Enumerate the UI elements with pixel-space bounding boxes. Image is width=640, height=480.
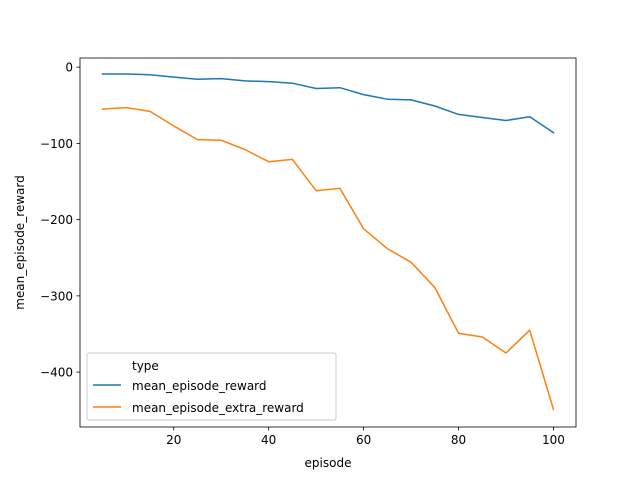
x-tick-label: 20 — [166, 433, 181, 447]
legend-title: type — [132, 359, 159, 373]
x-axis-label: episode — [305, 456, 352, 470]
ticks-layer: 20 40 60 80 100 0 −100 −200 −300 −400 — [40, 61, 565, 447]
x-tick-label: 80 — [451, 433, 466, 447]
series-line-mean-episode-reward — [101, 73, 555, 134]
y-tick-label: −300 — [40, 289, 73, 303]
x-tick-label: 100 — [542, 433, 565, 447]
y-tick-label: 0 — [65, 61, 73, 75]
legend-label-mean-episode-reward: mean_episode_reward — [132, 379, 267, 393]
legend-label-mean-episode-extra-reward: mean_episode_extra_reward — [132, 401, 304, 415]
y-tick-label: −100 — [40, 137, 73, 151]
legend: type mean_episode_reward mean_episode_ex… — [86, 352, 337, 421]
y-tick-label: −200 — [40, 213, 73, 227]
legend-box — [86, 352, 337, 421]
y-tick-label: −400 — [40, 366, 73, 380]
series-line-mean-episode-extra-reward — [101, 106, 555, 411]
y-axis-label: mean_episode_reward — [13, 175, 27, 310]
axes-frame — [79, 57, 577, 428]
x-tick-label: 60 — [356, 433, 371, 447]
series-layer — [101, 73, 555, 411]
x-tick-label: 40 — [261, 433, 276, 447]
